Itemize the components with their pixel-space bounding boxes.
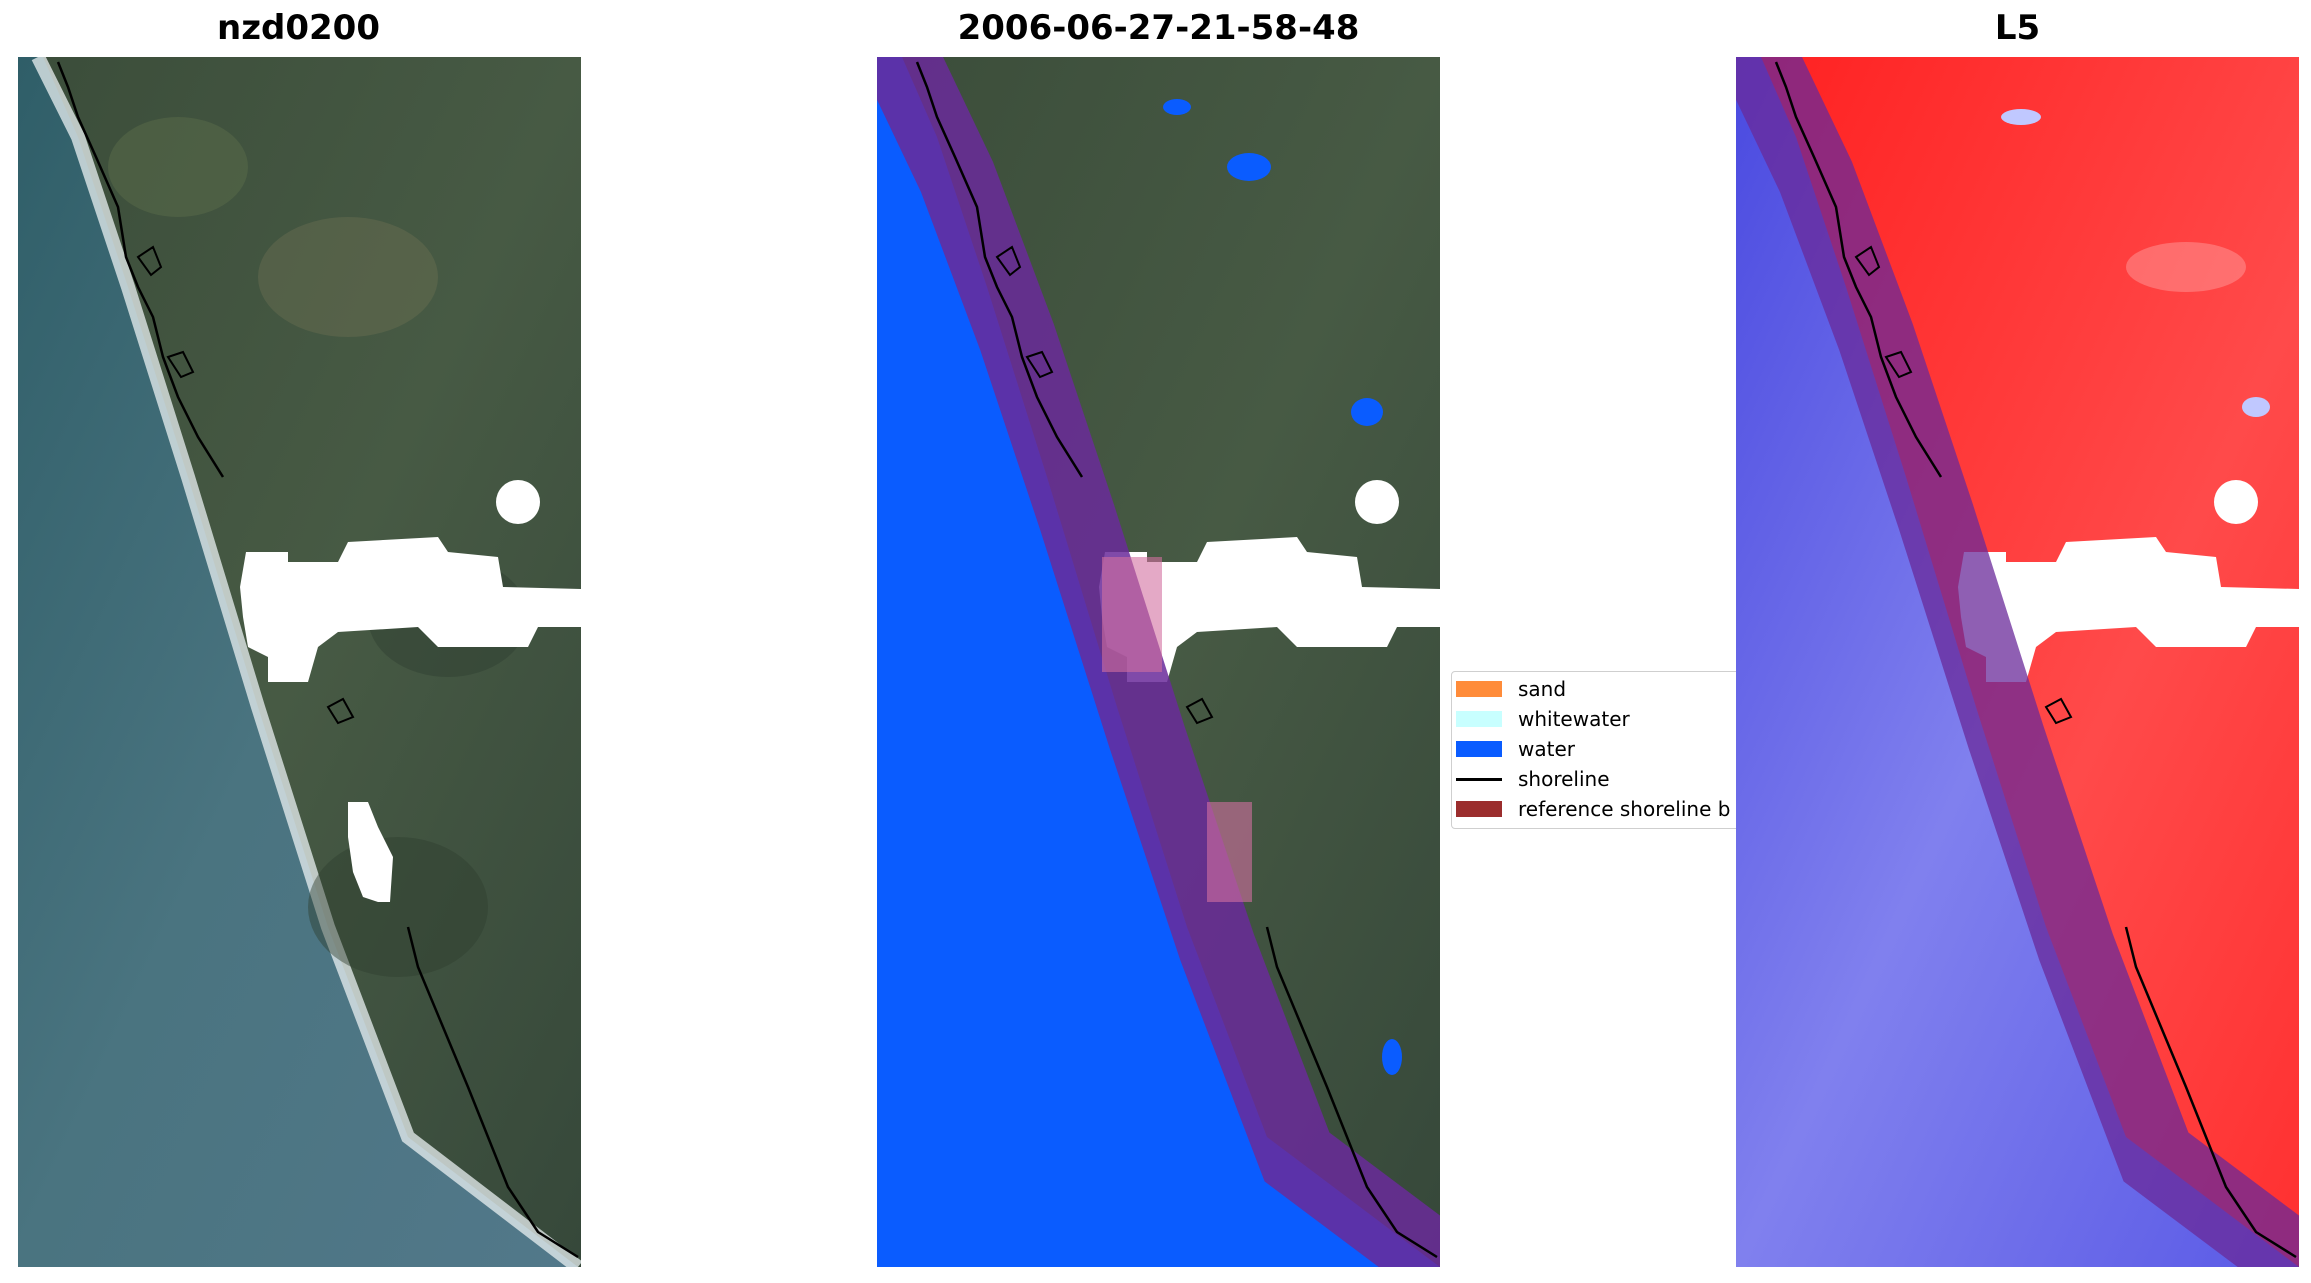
water-swatch — [1456, 741, 1502, 757]
legend-label: shoreline — [1518, 767, 1610, 791]
panel-title-classified: 2006-06-27-21-58-48 — [957, 8, 1360, 48]
legend-item-reference-buffer: reference shoreline b — [1456, 795, 1730, 823]
legend-label: water — [1518, 737, 1575, 761]
legend-label: reference shoreline b — [1518, 797, 1731, 821]
shoreline-line-swatch — [1456, 777, 1502, 781]
panel-title-index: L5 — [1994, 8, 2041, 48]
reference-buffer-swatch — [1456, 801, 1502, 817]
legend-item-whitewater: whitewater — [1456, 705, 1630, 733]
panel-title-rgb: nzd0200 — [217, 8, 380, 48]
classified-image — [877, 57, 1440, 1267]
legend-item-water: water — [1456, 735, 1575, 763]
legend-item-shoreline: shoreline — [1456, 765, 1610, 793]
whitewater-swatch — [1456, 711, 1502, 727]
index-image — [1736, 57, 2299, 1267]
legend-item-sand: sand — [1456, 675, 1566, 703]
legend: sand whitewater water shoreline referenc… — [1451, 671, 1743, 829]
legend-label: sand — [1518, 677, 1567, 701]
sand-swatch — [1456, 681, 1502, 697]
rgb-satellite-image — [18, 57, 581, 1267]
legend-label: whitewater — [1518, 707, 1630, 731]
